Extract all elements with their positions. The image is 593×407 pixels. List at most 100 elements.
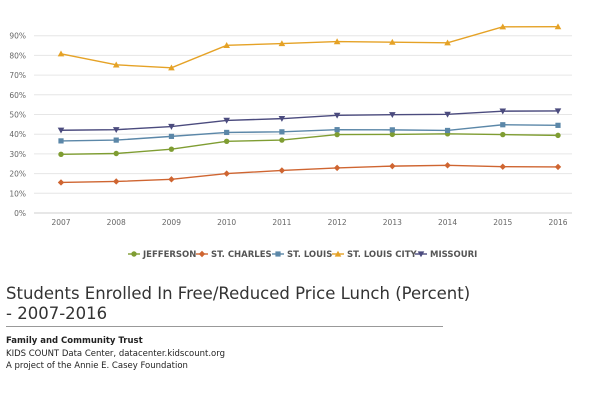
series-line xyxy=(60,124,559,142)
title-divider xyxy=(6,326,443,327)
data-point xyxy=(223,170,230,177)
data-point xyxy=(389,162,396,170)
legend-marker xyxy=(334,250,342,257)
legend-item[interactable]: JEFFERSON xyxy=(128,250,196,260)
x-tick-label: 2009 xyxy=(162,218,181,227)
data-point xyxy=(223,42,230,48)
data-point xyxy=(554,163,562,171)
legend-item[interactable]: ST. LOUIS CITY xyxy=(332,250,418,260)
series-line xyxy=(60,133,559,155)
legend-label: MISSOURI xyxy=(430,250,477,260)
legend-marker xyxy=(417,251,425,258)
data-point xyxy=(555,132,561,139)
x-axis-ticks: 2007 2008 2009 2010 2011 2012 2013 2014 2015 2016 xyxy=(51,218,567,227)
line-chart: 0%10%20%30%40%50%60%70%80%90% 2007 2008 20… xyxy=(9,23,572,260)
data-point xyxy=(500,122,506,128)
data-point xyxy=(389,112,396,118)
data-point xyxy=(499,23,507,30)
legend-label: JEFFERSON xyxy=(142,250,196,260)
data-point xyxy=(444,127,451,134)
x-tick-label: 2011 xyxy=(272,218,291,227)
data-point xyxy=(389,38,396,45)
data-point xyxy=(168,176,175,183)
series-jefferson xyxy=(58,131,561,157)
legend-marker xyxy=(198,250,206,258)
x-tick-label: 2015 xyxy=(493,218,512,227)
source-line-2: A project of the Annie E. Casey Foundati… xyxy=(6,361,188,371)
x-tick-label: 2016 xyxy=(548,218,567,227)
x-tick-label: 2014 xyxy=(438,218,457,227)
data-point xyxy=(278,167,286,174)
x-tick-label: 2013 xyxy=(383,218,402,227)
data-point xyxy=(444,162,451,169)
y-tick-label: 10% xyxy=(9,189,26,198)
x-tick-label: 2008 xyxy=(107,218,126,227)
data-point xyxy=(499,163,506,170)
data-point xyxy=(278,40,286,47)
x-tick-label: 2012 xyxy=(328,218,347,227)
y-tick-label: 70% xyxy=(9,71,26,80)
data-point xyxy=(554,108,562,115)
data-point xyxy=(58,151,64,157)
data-point xyxy=(389,127,395,133)
y-tick-label: 20% xyxy=(9,170,26,179)
data-point xyxy=(57,127,65,134)
legend-item[interactable]: ST. CHARLES xyxy=(196,250,272,260)
x-tick-label: 2010 xyxy=(217,218,236,227)
legend-marker xyxy=(275,251,281,257)
data-point xyxy=(554,23,562,30)
series-st-louis-city xyxy=(57,23,562,71)
y-tick-label: 30% xyxy=(9,150,26,159)
y-tick-label: 0% xyxy=(14,209,26,218)
legend-label: ST. LOUIS CITY xyxy=(347,250,418,260)
legend-label: ST. LOUIS xyxy=(287,250,332,260)
data-point xyxy=(334,127,340,133)
data-point xyxy=(113,150,119,157)
data-point xyxy=(444,111,451,118)
y-tick-label: 90% xyxy=(9,32,26,41)
data-point xyxy=(168,146,175,152)
data-point xyxy=(333,164,341,172)
data-point xyxy=(168,123,175,130)
data-point xyxy=(112,127,120,133)
legend[interactable]: JEFFERSON ST. CHARLES ST. LOUIS ST. LOUIS C… xyxy=(128,250,477,260)
data-point xyxy=(279,129,285,135)
legend-marker xyxy=(131,251,137,257)
y-axis-ticks: 0% 10% 20% 30% 40% 50% 60% 70% 80% 90% xyxy=(9,32,26,218)
data-point xyxy=(555,122,561,128)
legend-label: ST. CHARLES xyxy=(211,250,272,260)
series-st-charles xyxy=(57,162,562,186)
data-point xyxy=(333,112,341,119)
data-point xyxy=(168,133,175,139)
data-point xyxy=(57,179,65,186)
data-point xyxy=(333,38,341,45)
source-line-1: KIDS COUNT Data Center, datacenter.kidsc… xyxy=(6,349,225,359)
data-point xyxy=(223,138,230,144)
data-point xyxy=(278,116,286,122)
data-point xyxy=(279,137,285,143)
y-tick-label: 50% xyxy=(9,111,26,120)
series-group xyxy=(57,23,562,186)
data-point xyxy=(500,131,506,138)
legend-item[interactable]: MISSOURI xyxy=(415,250,477,260)
series-line xyxy=(60,25,559,69)
data-point xyxy=(57,50,65,57)
data-point xyxy=(112,61,120,68)
data-point xyxy=(113,178,120,185)
data-point xyxy=(58,138,64,144)
chart-title: Students Enrolled In Free/Reduced Price … xyxy=(6,284,471,323)
series-line xyxy=(60,110,559,131)
y-tick-label: 40% xyxy=(9,130,26,139)
y-tick-label: 80% xyxy=(9,51,26,60)
data-point xyxy=(223,117,230,124)
y-tick-label: 60% xyxy=(9,91,26,100)
data-point xyxy=(113,137,119,143)
data-point xyxy=(389,131,396,138)
x-tick-label: 2007 xyxy=(51,218,70,227)
legend-item[interactable]: ST. LOUIS xyxy=(272,250,332,260)
data-point xyxy=(444,39,451,46)
data-point xyxy=(334,131,340,138)
organization-name: Family and Community Trust xyxy=(6,336,143,346)
data-point xyxy=(224,129,230,136)
data-point xyxy=(168,64,175,71)
